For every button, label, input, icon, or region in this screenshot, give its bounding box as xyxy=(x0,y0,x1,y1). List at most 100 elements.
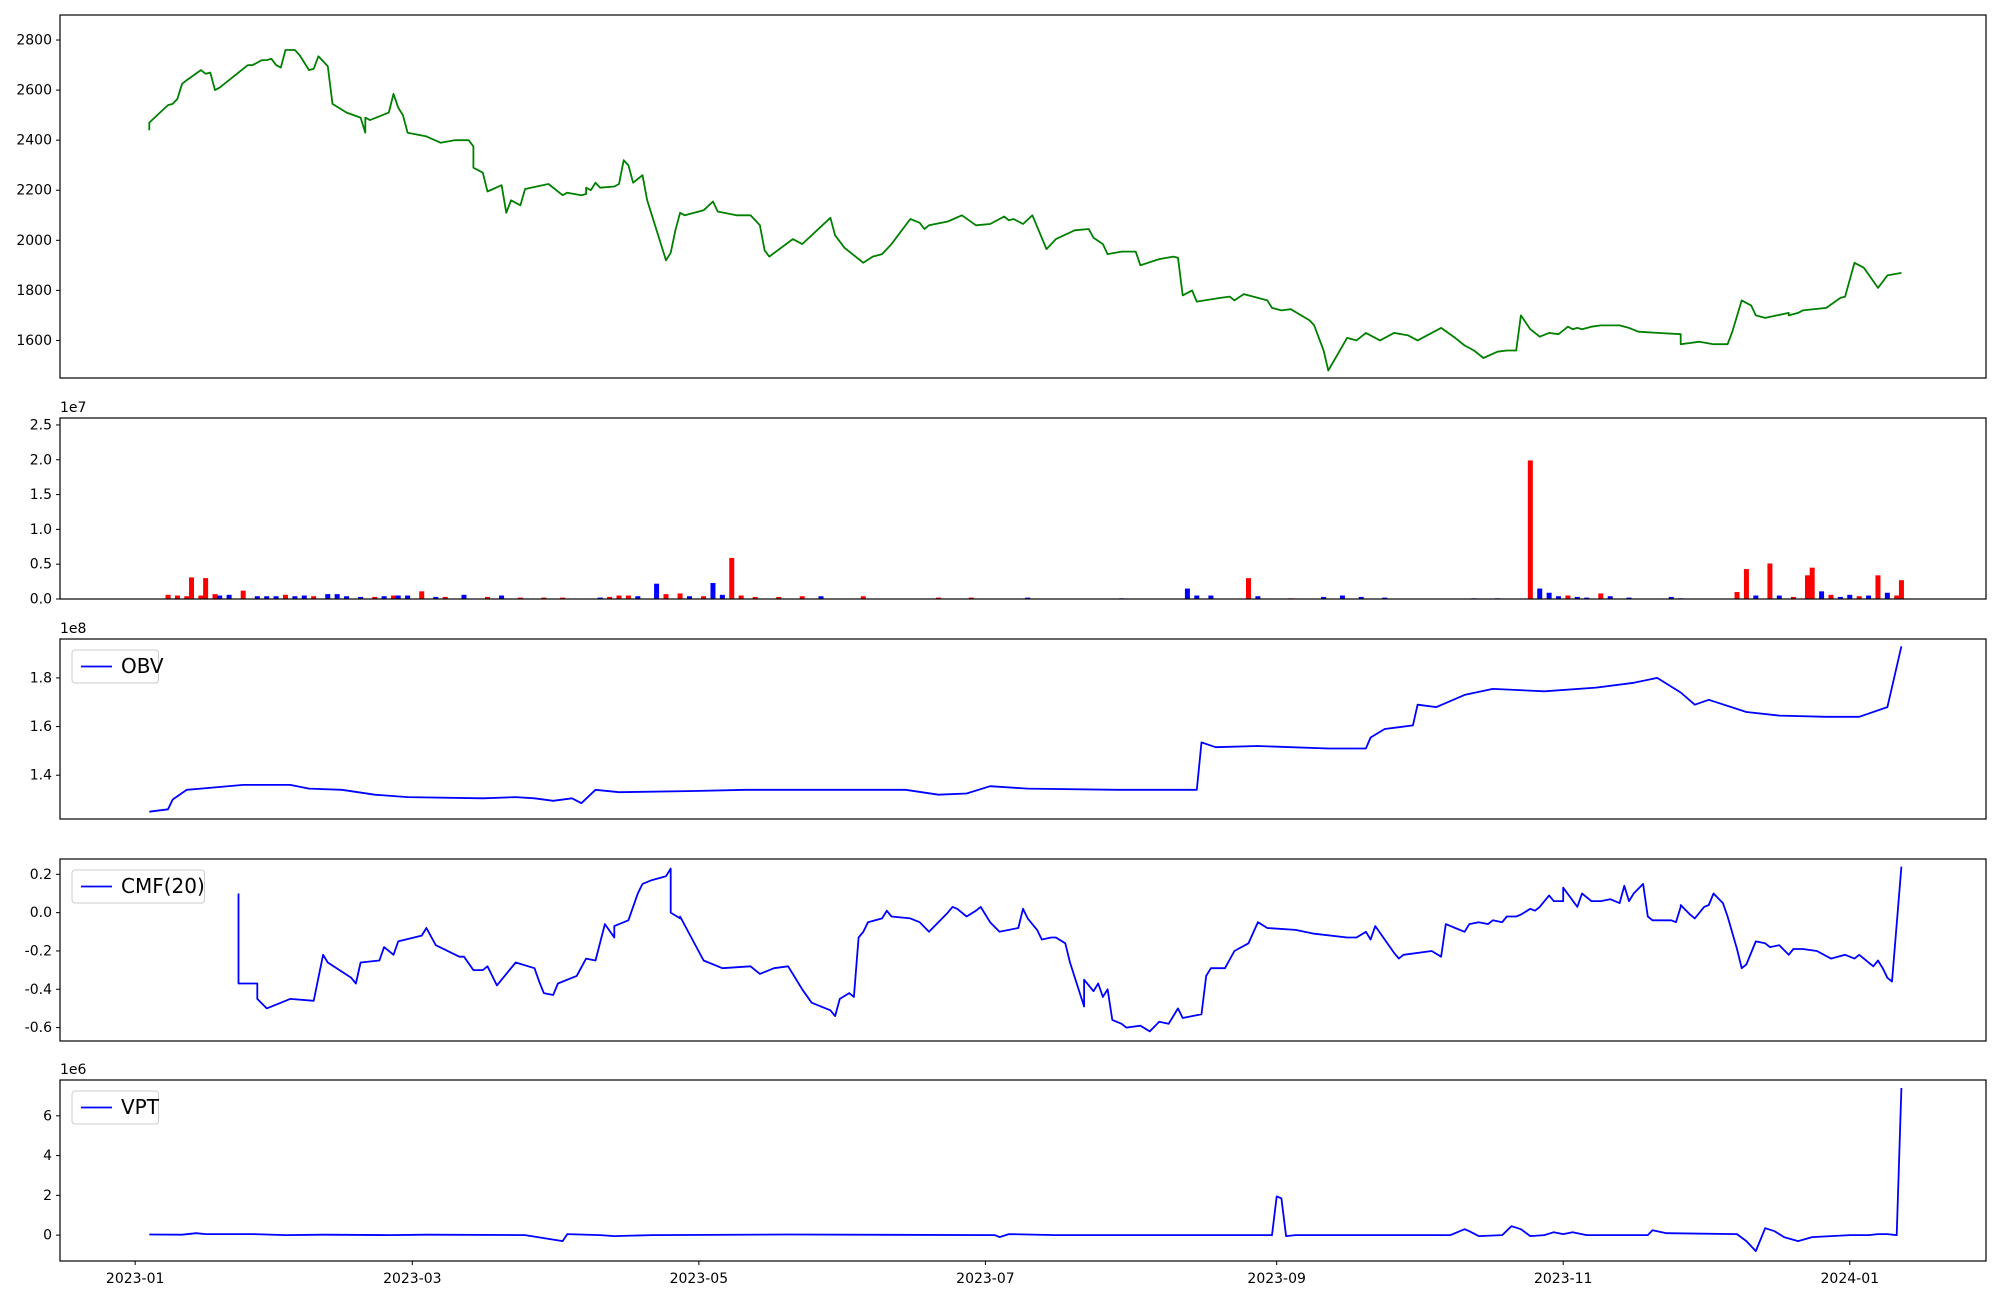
volume-bar xyxy=(1565,595,1571,599)
legend-label: VPT xyxy=(121,1095,160,1119)
volume-bar xyxy=(1819,591,1825,599)
volume-bar xyxy=(1574,596,1580,599)
volume-bar xyxy=(217,595,223,599)
volume-bar xyxy=(1866,595,1872,599)
volume-bar xyxy=(1527,460,1533,599)
volume-bar xyxy=(1837,596,1843,599)
panel-cmf: -0.6 -0.4 -0.2 0.0 0.2 CMF(20) xyxy=(25,858,1987,1042)
volume-bar xyxy=(968,597,974,599)
panel-volume: 0.0 0.5 1.0 1.5 2.0 2.5 1e7 xyxy=(30,400,1987,608)
volume-bar xyxy=(1776,595,1782,599)
volume-bar xyxy=(184,596,190,599)
plot-area xyxy=(165,460,1904,599)
plot-area xyxy=(149,646,1903,813)
y-tick-label: 1.6 xyxy=(30,719,52,735)
volume-bar xyxy=(395,595,401,599)
y-tick-label: 1800 xyxy=(16,283,52,299)
volume-bar xyxy=(625,595,631,599)
volume-bar xyxy=(1828,594,1834,599)
y-tick-label: 0 xyxy=(43,1228,52,1244)
volume-bar xyxy=(635,596,641,599)
x-tick-label: 2024-01 xyxy=(1821,1271,1880,1287)
volume-bar xyxy=(935,597,941,599)
y-tick-label: 2000 xyxy=(16,233,52,249)
volume-bar xyxy=(1584,597,1590,599)
scale-multiplier: 1e7 xyxy=(60,400,86,416)
volume-bar xyxy=(1875,575,1881,599)
volume-bar xyxy=(677,593,683,599)
volume-bar xyxy=(616,595,622,599)
volume-bar xyxy=(381,596,387,599)
axes-frame xyxy=(59,417,1987,600)
y-tick-label: 2600 xyxy=(16,83,52,99)
y-tick-label: 2.5 xyxy=(30,417,52,433)
volume-bar xyxy=(1884,592,1890,599)
y-tick-label: 1600 xyxy=(16,333,52,349)
cmf-line xyxy=(237,866,1903,1033)
volume-bar xyxy=(738,595,744,599)
legend-label: OBV xyxy=(121,654,164,678)
volume-bar xyxy=(484,596,490,599)
volume-bar xyxy=(776,596,782,599)
volume-bar xyxy=(1856,596,1862,599)
volume-bar xyxy=(499,595,505,599)
legend: CMF(20) xyxy=(71,869,205,904)
volume-bar xyxy=(1898,580,1904,599)
obv-line xyxy=(149,646,1903,813)
volume-bar xyxy=(174,595,180,599)
volume-bar xyxy=(1184,588,1190,599)
scale-multiplier: 1e8 xyxy=(60,621,86,637)
volume-bar xyxy=(686,596,692,599)
volume-bar xyxy=(212,594,218,599)
volume-bar xyxy=(799,596,805,599)
y-tick-label: 0.2 xyxy=(30,867,52,883)
y-tick-label: 2400 xyxy=(16,133,52,149)
legend-label: CMF(20) xyxy=(121,874,205,898)
volume-bar xyxy=(325,594,331,599)
legend-box xyxy=(71,869,205,904)
volume-bar xyxy=(301,595,307,599)
y-tick-label: 2200 xyxy=(16,183,52,199)
volume-bar xyxy=(165,596,171,599)
volume-bar xyxy=(1255,596,1261,599)
x-tick-label: 2023-11 xyxy=(1534,1271,1593,1287)
volume-bar xyxy=(701,596,707,599)
volume-bar xyxy=(1556,596,1562,599)
volume-bar xyxy=(719,594,725,599)
y-tick-label: 1.8 xyxy=(30,670,52,686)
volume-bar xyxy=(1607,596,1613,599)
volume-bar xyxy=(1743,569,1749,599)
volume-bar xyxy=(1809,567,1815,599)
volume-bar xyxy=(311,596,317,599)
volume-bar xyxy=(189,577,195,599)
volume-bar xyxy=(273,596,279,599)
vpt-line xyxy=(149,1087,1903,1252)
volume-bar xyxy=(1804,575,1810,599)
volume-bar xyxy=(1734,592,1740,599)
volume-bar xyxy=(292,596,298,599)
volume-bar xyxy=(560,597,566,599)
volume-bar xyxy=(1598,593,1604,599)
volume-bar xyxy=(226,594,232,599)
volume-bar xyxy=(1382,597,1388,599)
y-tick-label: 2 xyxy=(43,1188,52,1204)
x-tick-label: 2023-07 xyxy=(956,1271,1015,1287)
volume-bar xyxy=(1668,596,1674,599)
legend: VPT xyxy=(71,1090,160,1125)
y-tick-label: 1.0 xyxy=(30,522,52,538)
y-tick-label: 0.5 xyxy=(30,557,52,573)
y-tick-label: 6 xyxy=(43,1108,52,1124)
axes-frame xyxy=(59,14,1987,379)
volume-bar xyxy=(203,578,209,599)
volume-bar xyxy=(1767,563,1773,599)
volume-bar xyxy=(1847,594,1853,599)
plot-area xyxy=(237,866,1903,1033)
volume-bar xyxy=(1025,597,1031,599)
volume-bar xyxy=(1339,595,1345,599)
x-tick-label: 2023-01 xyxy=(106,1271,165,1287)
volume-bar xyxy=(1358,596,1364,599)
volume-bar xyxy=(1894,595,1900,599)
x-tick-label: 2023-09 xyxy=(1247,1271,1306,1287)
volume-bar xyxy=(344,596,350,599)
axes-frame xyxy=(59,1079,1987,1262)
